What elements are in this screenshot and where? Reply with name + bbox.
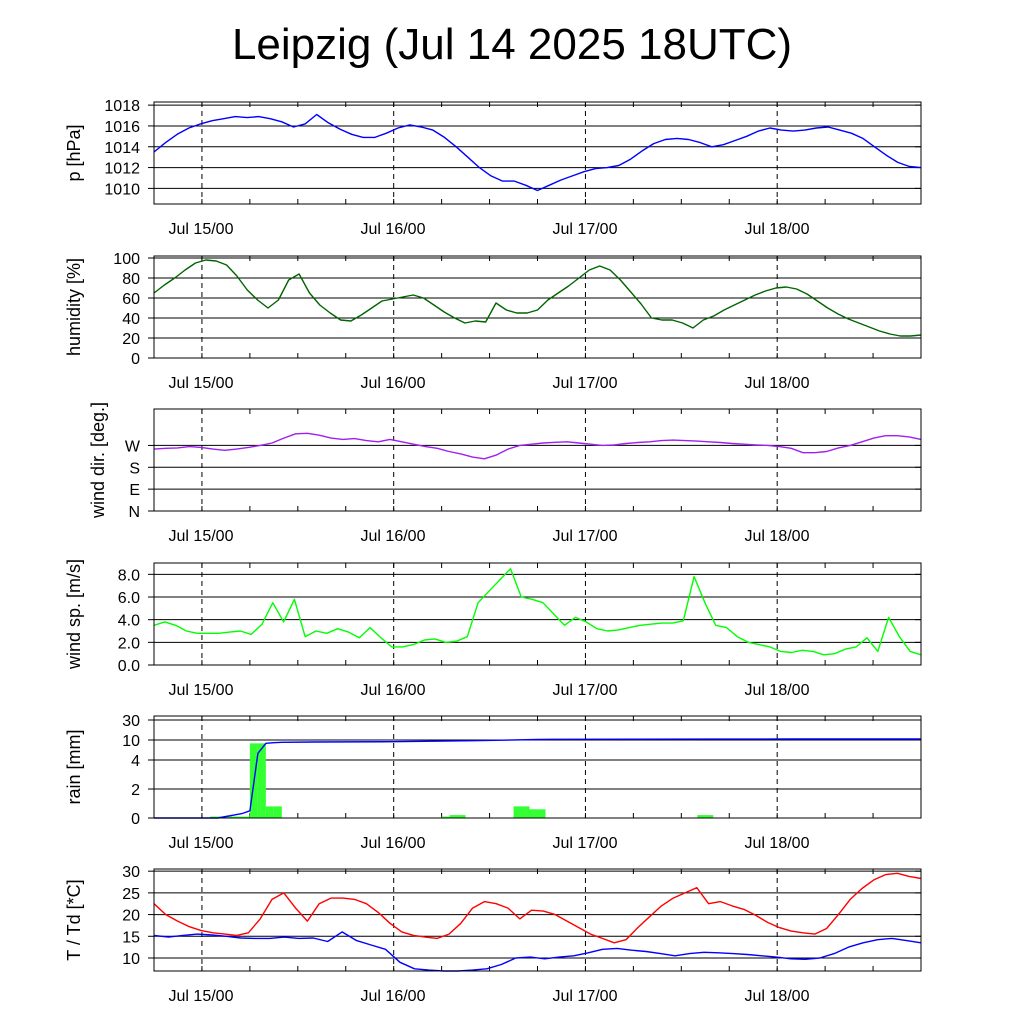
x-tick-label: Jul 15/00: [169, 835, 234, 852]
x-tick-label: Jul 17/00: [553, 988, 618, 1005]
x-tick-label: Jul 18/00: [745, 988, 810, 1005]
x-tick-label: Jul 15/00: [169, 682, 234, 699]
y-tick-label: 100: [113, 251, 140, 268]
y-axis-label: T / Td [*C]: [64, 879, 84, 960]
y-tick-label: 40: [122, 311, 140, 328]
rain-bar: [257, 743, 266, 818]
panel-frame: [153, 868, 922, 972]
y-tick-label: 25: [122, 886, 140, 903]
y-tick-label: 10: [122, 733, 140, 750]
pressure-line: [153, 113, 922, 192]
y-tick-label: 2.0: [118, 635, 140, 652]
y-tick-label: 1018: [104, 98, 140, 115]
rain-bar: [241, 816, 250, 818]
x-tick-label: Jul 18/00: [745, 221, 810, 238]
rain-bar: [265, 806, 274, 818]
x-tick-label: Jul 15/00: [169, 375, 234, 392]
y-tick-label: W: [125, 438, 141, 455]
y-tick-label: 30: [122, 713, 140, 730]
y-tick-label: 1016: [104, 119, 140, 136]
td-line: [153, 931, 922, 972]
rain-bar: [513, 806, 522, 818]
x-tick-label: Jul 17/00: [553, 682, 618, 699]
y-tick-label: 2: [131, 782, 140, 799]
y-tick-label: 20: [122, 331, 140, 348]
rain-bar: [209, 816, 218, 818]
y-tick-label: 8.0: [118, 567, 140, 584]
y-tick-label: 0.0: [118, 658, 140, 675]
x-tick-label: Jul 17/00: [553, 221, 618, 238]
x-tick-label: Jul 16/00: [361, 528, 426, 545]
rain-cumulative-line: [154, 738, 921, 819]
y-tick-label: S: [129, 460, 140, 477]
rain-bar: [537, 809, 546, 818]
y-tick-label: 80: [122, 271, 140, 288]
x-tick-label: Jul 16/00: [361, 375, 426, 392]
y-tick-label: 30: [122, 864, 140, 881]
x-tick-label: Jul 16/00: [361, 988, 426, 1005]
wind-speed-line: [153, 568, 922, 656]
rain-bar: [225, 816, 234, 818]
x-tick-label: Jul 16/00: [361, 835, 426, 852]
x-tick-label: Jul 18/00: [745, 375, 810, 392]
wind-dir-line: [153, 432, 922, 460]
x-tick-label: Jul 15/00: [169, 221, 234, 238]
y-tick-label: 6.0: [118, 590, 140, 607]
y-axis-label: wind sp. [m/s]: [64, 559, 84, 670]
x-tick-label: Jul 17/00: [553, 375, 618, 392]
x-tick-label: Jul 18/00: [745, 528, 810, 545]
x-tick-label: Jul 17/00: [553, 528, 618, 545]
t-line: [153, 872, 922, 944]
rain-bar: [705, 815, 714, 818]
panel-frame: [153, 255, 922, 359]
y-axis-label: wind dir. [deg.]: [88, 402, 108, 519]
rain-bar: [697, 815, 706, 818]
y-tick-label: 60: [122, 291, 140, 308]
y-axis-label: p [hPa]: [64, 124, 84, 181]
chart-title: Leipzig (Jul 14 2025 18UTC): [231, 20, 793, 69]
y-tick-label: 20: [122, 908, 140, 925]
rain-bar: [529, 809, 538, 818]
x-tick-label: Jul 16/00: [361, 682, 426, 699]
panel-frame: [153, 101, 922, 205]
rain-bar: [449, 815, 458, 818]
rain-bar: [233, 816, 242, 818]
rain-bar: [521, 806, 530, 818]
y-tick-label: 1012: [104, 161, 140, 178]
y-tick-label: 0: [131, 351, 140, 368]
rain-bar: [457, 815, 466, 818]
y-tick-label: 4.0: [118, 613, 140, 630]
y-tick-label: 4: [131, 753, 140, 770]
y-tick-label: 15: [122, 929, 140, 946]
panel-frame: [153, 562, 922, 666]
y-tick-label: 0: [131, 811, 140, 828]
y-tick-label: 1010: [104, 181, 140, 198]
y-tick-label: 10: [122, 951, 140, 968]
y-axis-label: rain [mm]: [64, 729, 84, 804]
x-tick-label: Jul 18/00: [745, 835, 810, 852]
humidity-line: [153, 259, 922, 337]
x-tick-label: Jul 18/00: [745, 682, 810, 699]
panel-frame: [153, 715, 922, 819]
x-tick-label: Jul 17/00: [553, 835, 618, 852]
y-tick-label: 1014: [104, 140, 140, 157]
y-axis-label: humidity [%]: [64, 258, 84, 356]
panel-frame: [153, 408, 922, 512]
x-tick-label: Jul 15/00: [169, 528, 234, 545]
rain-bar: [273, 806, 282, 818]
rain-bar: [441, 816, 450, 818]
y-tick-label: N: [128, 504, 140, 521]
y-tick-label: E: [129, 482, 140, 499]
x-tick-label: Jul 15/00: [169, 988, 234, 1005]
x-tick-label: Jul 16/00: [361, 221, 426, 238]
